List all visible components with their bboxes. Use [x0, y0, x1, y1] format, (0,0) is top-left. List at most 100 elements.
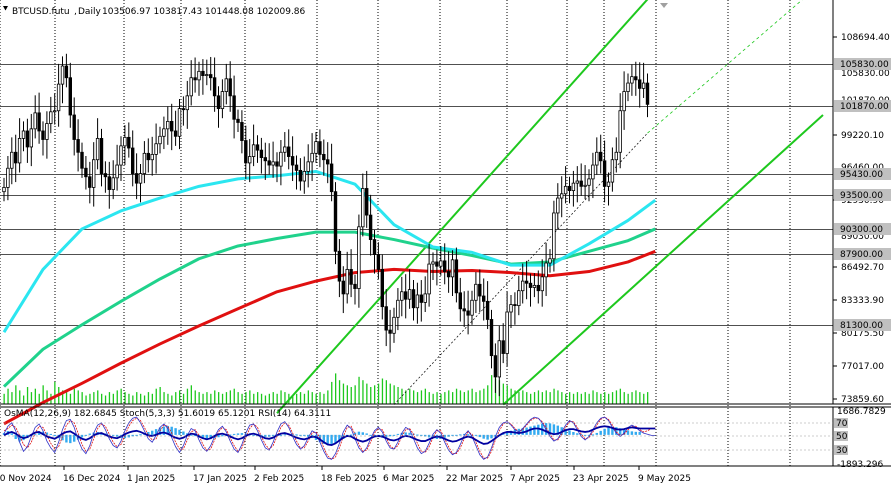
- ma-cyan-line: [2, 169, 657, 334]
- candle-body: [442, 260, 447, 272]
- candle-body: [314, 141, 318, 154]
- candle-body: [505, 311, 509, 354]
- candle-body: [579, 180, 583, 187]
- osma-bar: [49, 433, 52, 435]
- indicator-values: OsMA(12,26,9) 182.6845 Stoch(5,3,3) 51.6…: [4, 409, 331, 419]
- volume-bar: [619, 388, 621, 404]
- price-tick-label-partial: 89030.00: [841, 232, 884, 242]
- osma-bar: [385, 434, 388, 438]
- candle-body: [521, 280, 525, 292]
- time-tick-label: 23 Apr 2025: [573, 474, 629, 484]
- osma-bar: [451, 434, 454, 436]
- volume-bar: [175, 392, 177, 404]
- volume-bar: [7, 388, 9, 404]
- volume-bar: [565, 393, 567, 404]
- volume-bar: [604, 392, 606, 404]
- volume-bar: [108, 392, 111, 404]
- osma-bar: [69, 434, 72, 444]
- osma-bar: [634, 431, 637, 435]
- volume-bar: [245, 392, 247, 404]
- osma-bar: [291, 433, 294, 435]
- osma-bar: [572, 431, 575, 435]
- candle-body: [407, 289, 412, 300]
- osma-bar: [486, 434, 489, 440]
- volume-bar: [615, 390, 618, 404]
- volume-bar: [19, 390, 21, 404]
- candle-body: [275, 161, 279, 167]
- osma-bar: [174, 428, 177, 435]
- volume-bar: [413, 390, 415, 404]
- scroll-marker-icon[interactable]: [660, 3, 668, 8]
- candle-body: [6, 167, 10, 188]
- level-label: 90300.00: [840, 225, 883, 235]
- stoch-signal-line: [3, 416, 656, 460]
- candle-body: [357, 226, 361, 289]
- volume-bar: [526, 392, 528, 404]
- osma-bar: [84, 434, 88, 436]
- candle-body: [322, 154, 326, 161]
- osma-bar: [533, 425, 536, 435]
- osma-bar: [271, 434, 275, 437]
- osma-bar: [10, 433, 13, 435]
- candle-body: [166, 120, 170, 130]
- candle-body: [95, 138, 100, 161]
- volume-bar: [311, 392, 313, 404]
- candle-body: [41, 130, 45, 140]
- candle-body: [123, 136, 127, 147]
- osma-bar: [2, 432, 6, 435]
- candle-body: [72, 114, 76, 140]
- candle-body: [400, 291, 404, 301]
- candle-body: [177, 108, 182, 137]
- volume-bar: [42, 385, 44, 404]
- candle-body: [134, 173, 139, 184]
- candle-body: [283, 146, 287, 153]
- candle-body: [450, 259, 455, 278]
- volume-bar: [323, 393, 325, 404]
- level-label-box: [834, 248, 891, 260]
- osma-bar: [88, 433, 91, 435]
- volume-bar: [319, 392, 321, 404]
- osma-bar: [408, 432, 411, 435]
- candle-body: [224, 78, 228, 92]
- osma-bar: [392, 434, 396, 436]
- volume-bar: [440, 393, 442, 404]
- volume-bar: [260, 393, 263, 404]
- volume-bar: [416, 392, 419, 404]
- candle-body: [290, 156, 295, 166]
- candle-body: [454, 259, 459, 294]
- osma-bar: [603, 428, 606, 435]
- osma-bar: [502, 433, 505, 435]
- osma-bar: [420, 434, 423, 436]
- level-label: 101870.00: [840, 102, 889, 112]
- volume-bar: [370, 387, 372, 404]
- volume-bar: [272, 392, 274, 404]
- volume-bar: [420, 390, 423, 404]
- candle-body: [64, 65, 69, 79]
- volume-bar: [635, 390, 637, 404]
- osma-bar: [283, 434, 286, 436]
- candle-body: [263, 157, 267, 162]
- candle-body: [380, 269, 384, 308]
- osma-bar: [338, 434, 341, 442]
- osma-bar: [201, 434, 205, 439]
- volume-bar: [471, 388, 473, 404]
- osma-bar: [14, 434, 17, 439]
- osma-bar: [162, 426, 166, 435]
- candle-body: [259, 149, 264, 158]
- candle-body: [247, 156, 252, 164]
- volume-bar: [3, 393, 5, 404]
- indicator-level-label: 70: [836, 419, 848, 429]
- candle-body: [279, 151, 283, 167]
- osma-bar: [166, 425, 169, 435]
- candle-body: [13, 151, 18, 164]
- osma-bar: [537, 424, 540, 435]
- osma-bar: [459, 434, 462, 436]
- volume-bar: [268, 393, 270, 404]
- price-tick-label: 108694.40: [841, 33, 890, 43]
- osma-bar: [353, 432, 357, 435]
- osma-bar: [424, 434, 427, 437]
- candle-body: [325, 159, 330, 165]
- volume-bar: [389, 383, 391, 404]
- volume-bar: [190, 385, 192, 404]
